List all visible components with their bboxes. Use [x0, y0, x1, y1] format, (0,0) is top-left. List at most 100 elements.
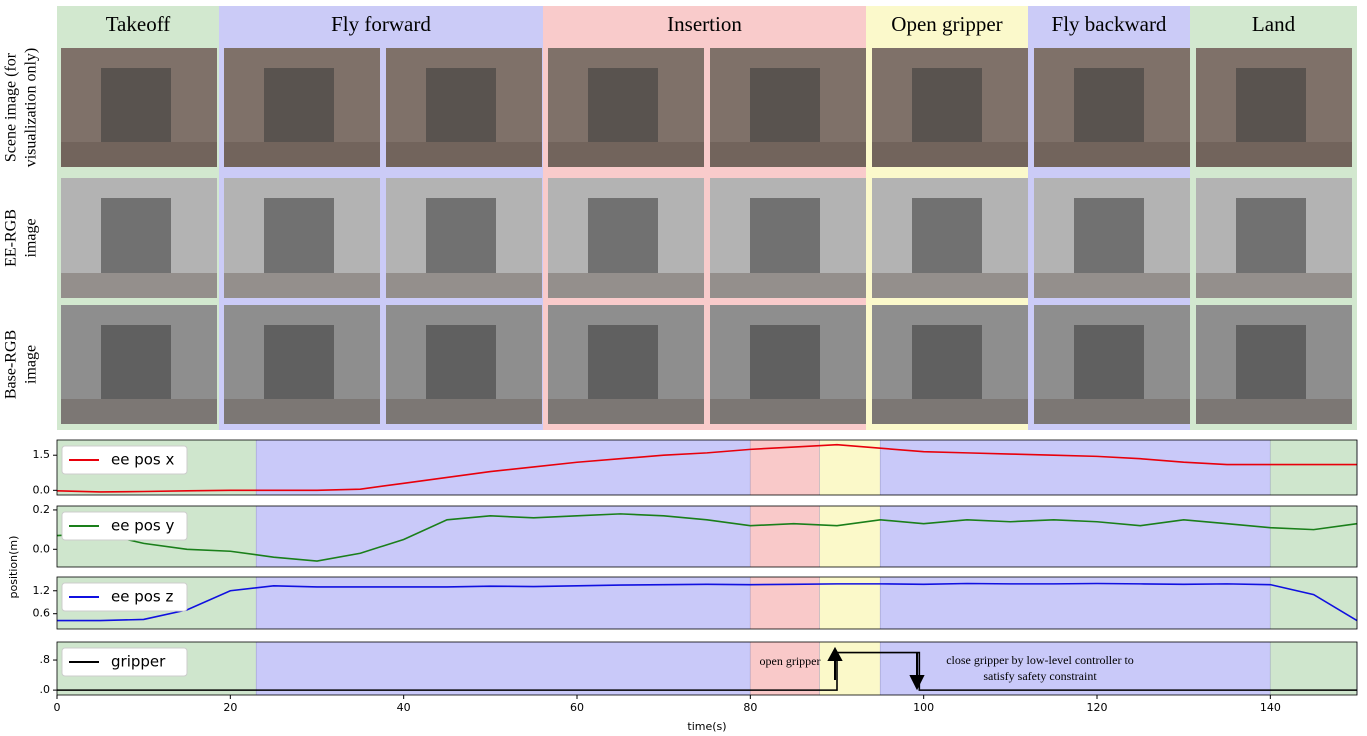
phase-region	[880, 440, 1271, 495]
image-placeholder	[386, 178, 542, 298]
phase-region	[880, 577, 1271, 629]
x-tick-label: 120	[1087, 701, 1108, 714]
image-placeholder	[1196, 48, 1352, 167]
legend: ee pos x	[61, 445, 188, 475]
image-placeholder	[224, 305, 380, 424]
y-tick-label: .8	[40, 653, 51, 666]
image-floor	[386, 142, 542, 167]
arrow-down	[909, 652, 925, 691]
phase-label: Fly forward	[331, 12, 431, 36]
y-tick-label: 0.0	[33, 483, 51, 496]
image-floor	[386, 399, 542, 424]
image-placeholder	[61, 178, 217, 298]
image-detail	[101, 325, 171, 399]
legend-label: gripper	[111, 653, 166, 671]
image-detail	[1074, 68, 1144, 142]
phase-label: Open gripper	[891, 12, 1002, 36]
legend: gripper	[61, 647, 188, 677]
image-floor	[872, 399, 1028, 424]
image-placeholder	[872, 48, 1028, 167]
image-placeholder	[386, 305, 542, 424]
y-axis-label: position(m)	[7, 536, 20, 599]
image-floor	[1034, 399, 1190, 424]
image-floor	[1034, 273, 1190, 298]
plot-frame	[56, 439, 1358, 496]
image-floor	[548, 399, 704, 424]
image-detail	[264, 198, 334, 273]
image-floor	[548, 273, 704, 298]
image-detail	[426, 68, 496, 142]
row-label: Scene image (for	[3, 52, 20, 162]
image-floor	[61, 142, 217, 167]
series-line	[57, 582, 1358, 622]
image-detail	[912, 68, 982, 142]
legend-label: ee pos y	[111, 517, 175, 535]
phase-label: Land	[1252, 12, 1296, 36]
annotation: open gripper	[760, 654, 821, 668]
phase-region	[256, 440, 751, 495]
image-floor	[710, 142, 866, 167]
image-detail	[588, 68, 658, 142]
x-tick-label: 140	[1260, 701, 1281, 714]
image-placeholder	[1034, 178, 1190, 298]
image-detail	[426, 198, 496, 273]
image-placeholder	[386, 48, 542, 167]
phase-region	[750, 577, 820, 629]
series-line	[57, 651, 1357, 691]
row-label: Base-RGB	[3, 330, 20, 399]
image-floor	[224, 142, 380, 167]
image-placeholder	[224, 48, 380, 167]
row-label: image	[23, 345, 40, 384]
image-detail	[426, 325, 496, 399]
phase-label: Fly backward	[1052, 12, 1167, 36]
image-placeholder	[548, 48, 704, 167]
y-tick-label: 0.2	[33, 503, 51, 516]
image-placeholder	[710, 305, 866, 424]
series-line	[56, 443, 1357, 493]
image-floor	[1034, 142, 1190, 167]
phase-label: Insertion	[667, 12, 742, 36]
image-detail	[264, 68, 334, 142]
legend-label: ee pos z	[111, 588, 174, 606]
image-placeholder	[872, 178, 1028, 298]
image-detail	[912, 198, 982, 273]
phase-region	[750, 642, 820, 695]
image-detail	[101, 198, 171, 273]
image-floor	[386, 273, 542, 298]
arrow-up	[827, 646, 843, 680]
phase-region	[1270, 642, 1357, 695]
phase-region	[1270, 506, 1357, 567]
legend: ee pos z	[61, 582, 188, 612]
image-detail	[1236, 325, 1306, 399]
image-placeholder	[710, 48, 866, 167]
image-floor	[224, 399, 380, 424]
image-detail	[750, 68, 820, 142]
image-detail	[1074, 198, 1144, 273]
x-axis-label: time(s)	[687, 720, 726, 733]
plot-frame	[56, 576, 1358, 630]
phase-region	[256, 642, 751, 695]
image-floor	[710, 273, 866, 298]
x-tick-label: 60	[570, 701, 584, 714]
image-floor	[872, 273, 1028, 298]
image-placeholder	[61, 48, 217, 167]
image-placeholder	[1196, 305, 1352, 424]
phase-region	[819, 440, 881, 495]
y-tick-label: 0.0	[33, 542, 51, 555]
image-detail	[264, 325, 334, 399]
phase-region	[1270, 577, 1357, 629]
row-label: EE-RGB	[3, 209, 20, 267]
image-placeholder	[1034, 305, 1190, 424]
legend: ee pos y	[61, 511, 188, 541]
phase-region	[750, 506, 820, 567]
image-floor	[872, 142, 1028, 167]
image-floor	[61, 273, 217, 298]
image-floor	[1196, 142, 1352, 167]
image-floor	[224, 273, 380, 298]
image-detail	[1236, 68, 1306, 142]
phase-region	[819, 506, 881, 567]
x-tick-label: 100	[913, 701, 934, 714]
image-placeholder	[548, 305, 704, 424]
image-floor	[1196, 273, 1352, 298]
